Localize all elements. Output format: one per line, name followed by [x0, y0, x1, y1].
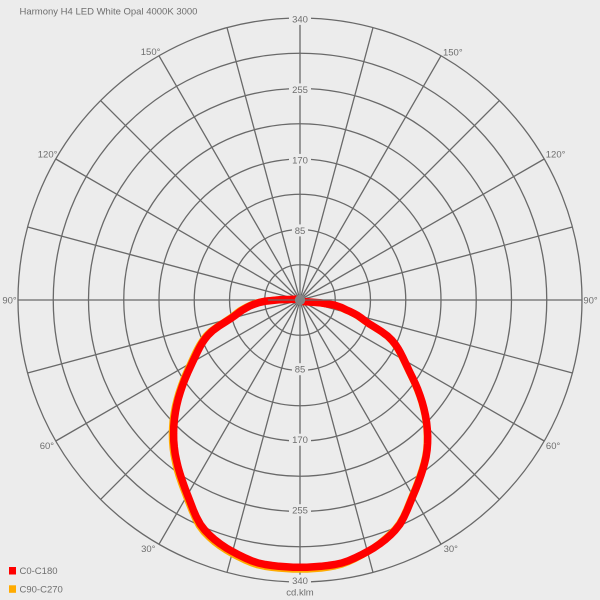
svg-text:60°: 60° [40, 441, 55, 452]
svg-text:150°: 150° [141, 47, 161, 58]
svg-text:255: 255 [292, 506, 308, 517]
svg-text:120°: 120° [38, 150, 58, 161]
svg-text:90°: 90° [2, 295, 17, 306]
svg-text:340: 340 [292, 576, 308, 587]
svg-text:85: 85 [295, 365, 306, 376]
svg-text:340: 340 [292, 14, 308, 25]
svg-text:120°: 120° [546, 150, 566, 161]
svg-text:255: 255 [292, 85, 308, 96]
svg-text:170: 170 [292, 155, 308, 166]
svg-text:cd.klm: cd.klm [286, 588, 314, 599]
svg-text:C0-C180: C0-C180 [20, 566, 58, 577]
svg-text:85: 85 [295, 226, 306, 237]
svg-text:Harmony H4 LED White Opal 4000: Harmony H4 LED White Opal 4000K 3000 [20, 6, 198, 17]
svg-text:30°: 30° [444, 544, 459, 555]
svg-text:170: 170 [292, 435, 308, 446]
svg-text:150°: 150° [443, 48, 463, 59]
svg-text:30°: 30° [141, 544, 156, 555]
svg-text:C90-C270: C90-C270 [20, 585, 63, 596]
svg-text:90°: 90° [583, 295, 598, 306]
svg-text:60°: 60° [546, 441, 561, 452]
